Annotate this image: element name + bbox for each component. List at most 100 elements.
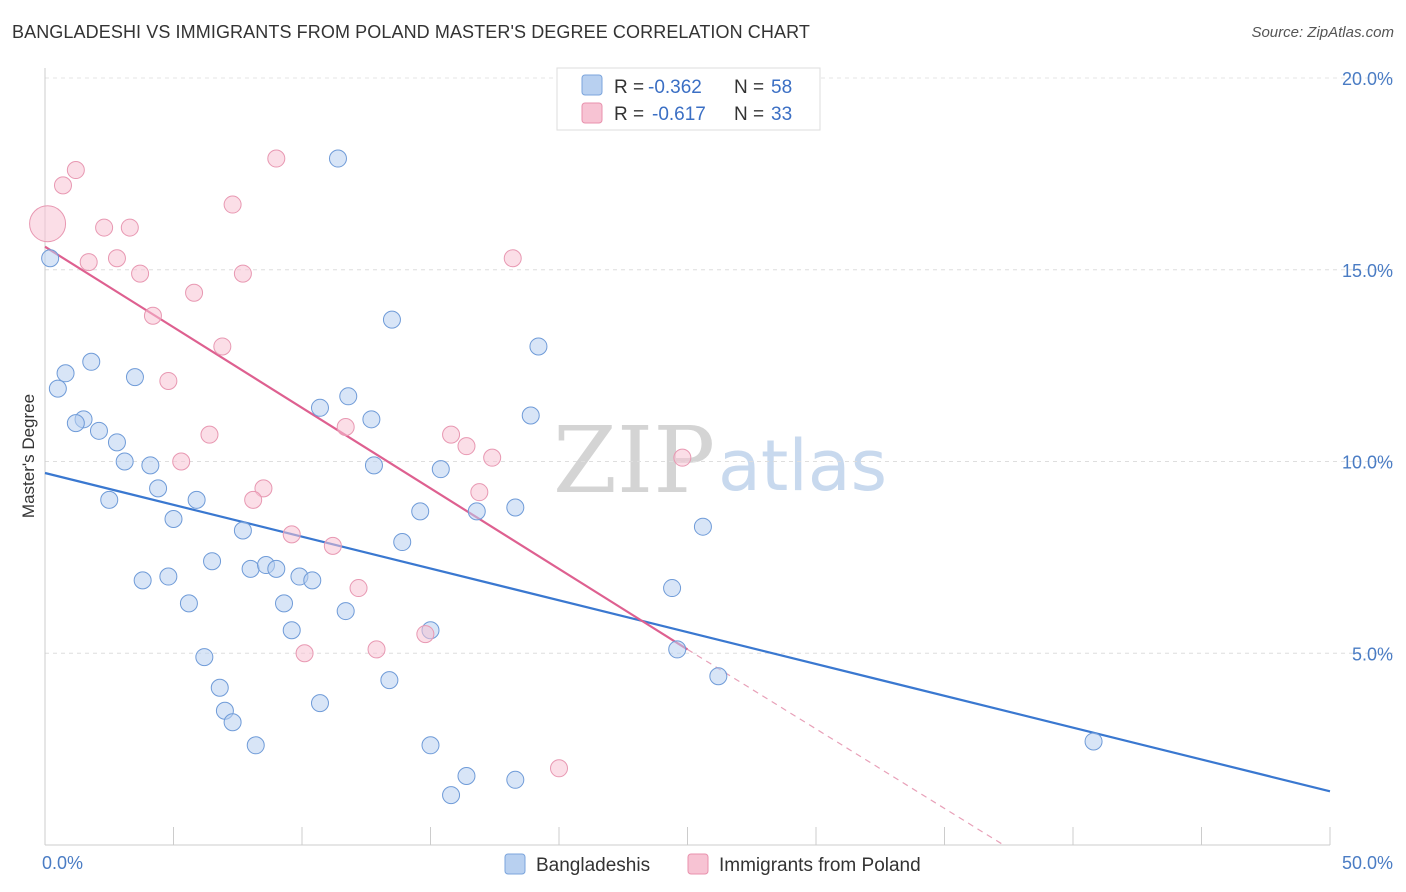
trend-line-bangladeshis	[44, 471, 1331, 793]
point-series1-8	[79, 253, 98, 272]
legend-n-label-1: N =	[734, 77, 764, 98]
point-series0-53	[421, 736, 440, 755]
point-series0-17	[141, 456, 160, 475]
bottom-legend-label-1: Bangladeshis	[536, 855, 650, 876]
point-series0-0	[41, 249, 60, 268]
point-series1-11	[233, 264, 252, 283]
point-series1-21	[673, 448, 692, 467]
point-series0-52	[246, 736, 265, 755]
x-tick-label-50: 50.0%	[1342, 853, 1393, 873]
point-series0-19	[431, 460, 450, 479]
point-series0-22	[187, 490, 206, 509]
point-series0-16	[115, 452, 134, 471]
point-series1-1	[66, 161, 85, 180]
legend-n-value-2: 33	[771, 104, 792, 125]
point-series1-13	[143, 306, 162, 325]
point-series0-31	[241, 559, 260, 578]
point-series0-14	[89, 421, 108, 440]
bottom-legend-label-2: Immigrants from Poland	[719, 855, 921, 876]
point-series1-17	[200, 425, 219, 444]
point-series0-1	[328, 149, 347, 168]
point-series0-41	[336, 602, 355, 621]
watermark: ZIP atlas	[553, 407, 887, 514]
point-series1-16	[336, 417, 355, 436]
point-series1-10	[131, 264, 150, 283]
point-series1-2	[53, 176, 72, 195]
point-series0-33	[267, 559, 286, 578]
y-axis-label: Master's Degree	[19, 394, 38, 518]
point-series0-56	[506, 770, 525, 789]
point-series0-7	[48, 379, 67, 398]
point-series1-4	[223, 195, 242, 214]
point-series0-42	[282, 621, 301, 640]
point-series1-20	[483, 448, 502, 467]
legend-n-label-2: N =	[734, 104, 764, 125]
tick-labels: 5.0% 10.0% 15.0% 20.0% 0.0% 50.0%	[42, 69, 1393, 873]
point-series0-28	[233, 521, 252, 540]
point-series0-57	[442, 786, 461, 805]
bottom-legend-swatch-blue	[504, 853, 526, 875]
y-tick-label-5: 5.0%	[1352, 644, 1393, 664]
legend-swatch-pink	[581, 102, 603, 124]
point-series1-29	[295, 644, 314, 663]
point-series0-8	[339, 387, 358, 406]
point-series1-5	[95, 218, 114, 237]
legend-swatch-blue	[581, 74, 603, 96]
point-series0-45	[195, 648, 214, 667]
legend-n-value-1: 58	[771, 77, 792, 98]
point-series1-14	[213, 337, 232, 356]
point-series0-29	[393, 533, 412, 552]
bottom-legend-swatch-pink	[687, 853, 709, 875]
point-series0-25	[467, 502, 486, 521]
point-series0-5	[56, 364, 75, 383]
point-series1-19	[457, 437, 476, 456]
point-series0-27	[693, 517, 712, 536]
point-series0-21	[100, 490, 119, 509]
point-series1-28	[349, 579, 368, 598]
point-series0-23	[164, 510, 183, 529]
legend-r-value-1: -0.362	[648, 77, 702, 98]
point-series1-26	[282, 525, 301, 544]
point-series0-9	[310, 398, 329, 417]
point-series1-0	[29, 205, 67, 243]
x-tick-label-0: 0.0%	[42, 853, 83, 873]
point-series0-35	[303, 571, 322, 590]
point-series0-38	[663, 579, 682, 598]
point-series0-37	[159, 567, 178, 586]
point-series1-27	[323, 536, 342, 555]
legend-r-label-1: R =	[614, 77, 644, 98]
point-series1-3	[267, 149, 286, 168]
point-series1-24	[470, 483, 489, 502]
point-series1-22	[172, 452, 191, 471]
point-series0-6	[125, 368, 144, 387]
point-series0-44	[668, 640, 687, 659]
source-label: Source: ZipAtlas.com	[1251, 24, 1394, 41]
point-series1-6	[120, 218, 139, 237]
point-series0-55	[457, 766, 476, 785]
point-series0-20	[149, 479, 168, 498]
axes	[44, 68, 1331, 846]
point-series0-54	[1084, 732, 1103, 751]
point-series0-36	[133, 571, 152, 590]
point-series0-2	[382, 310, 401, 329]
chart-title: BANGLADESHI VS IMMIGRANTS FROM POLAND MA…	[12, 22, 810, 42]
legend-r-value-2: -0.617	[652, 104, 706, 125]
point-series1-18	[442, 425, 461, 444]
legend-r-label-2: R =	[614, 104, 644, 125]
point-series0-48	[210, 678, 229, 697]
point-series0-50	[310, 694, 329, 713]
point-series1-31	[416, 625, 435, 644]
point-series0-26	[506, 498, 525, 517]
point-series0-13	[521, 406, 540, 425]
legend: R = -0.362 N = 58 R = -0.617 N = 33	[556, 67, 821, 131]
point-series1-15	[159, 371, 178, 390]
y-tick-label-20: 20.0%	[1342, 69, 1393, 89]
y-tick-label-10: 10.0%	[1342, 453, 1393, 473]
point-series1-7	[107, 249, 126, 268]
point-series0-18	[364, 456, 383, 475]
trend-line-poland-extension	[687, 648, 1004, 846]
point-series1-12	[185, 283, 204, 302]
trend-lines	[44, 245, 1331, 846]
bottom-legend: Bangladeshis Immigrants from Poland	[504, 853, 921, 876]
point-series0-4	[82, 352, 101, 371]
